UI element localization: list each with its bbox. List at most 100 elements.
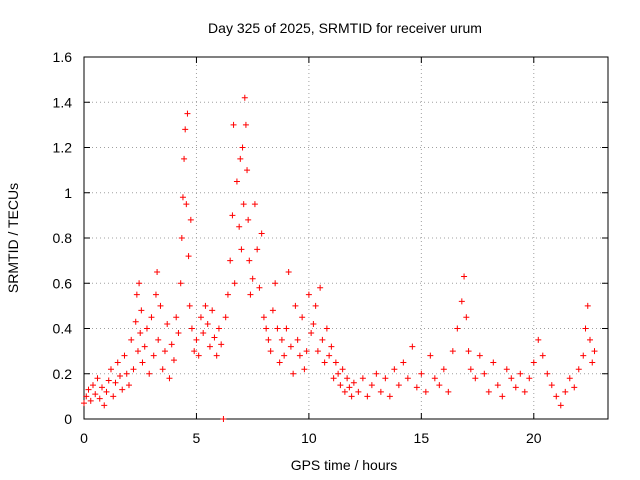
y-tick-label: 0 [64, 411, 72, 427]
data-point [240, 201, 247, 208]
data-point [323, 325, 330, 332]
data-point [211, 334, 218, 341]
axis-ticks [83, 56, 608, 420]
data-point [584, 302, 591, 309]
data-point [202, 302, 209, 309]
data-point [184, 110, 191, 117]
x-tick-label: 5 [193, 430, 201, 446]
data-point [476, 352, 483, 359]
data-point [553, 393, 560, 400]
data-point [183, 201, 190, 208]
y-axis-tick-labels: 0 0.2 0.4 0.6 0.8 1 1.2 1.4 1.6 [53, 49, 73, 427]
data-point [427, 352, 434, 359]
data-point [260, 314, 267, 321]
data-point [166, 375, 173, 382]
data-point [89, 382, 96, 389]
data-point [105, 377, 112, 384]
data-point [454, 325, 461, 332]
y-tick-label: 0.6 [53, 275, 73, 291]
data-point [229, 212, 236, 219]
data-point [213, 352, 220, 359]
data-point [521, 388, 528, 395]
data-point [269, 307, 276, 314]
data-point [200, 330, 207, 337]
data-point [557, 402, 564, 409]
data-point [296, 352, 303, 359]
data-point [292, 302, 299, 309]
data-point [125, 382, 132, 389]
data-point [182, 126, 189, 133]
data-point [312, 302, 319, 309]
data-point [193, 336, 200, 343]
data-point [308, 330, 315, 337]
data-point [154, 268, 161, 275]
data-point [186, 302, 193, 309]
data-point [341, 388, 348, 395]
data-point [368, 382, 375, 389]
data-point [530, 359, 537, 366]
y-tick-label: 1.2 [53, 140, 73, 156]
data-point [539, 352, 546, 359]
data-point [503, 366, 510, 373]
x-tick-label: 10 [301, 430, 317, 446]
data-point [137, 330, 144, 337]
data-point [344, 375, 351, 382]
data-point [305, 291, 312, 298]
data-point [391, 366, 398, 373]
data-point [85, 386, 92, 393]
data-point [150, 352, 157, 359]
data-point [332, 359, 339, 366]
data-point [132, 318, 139, 325]
data-point [458, 298, 465, 305]
grid-lines [84, 57, 608, 419]
data-point [445, 388, 452, 395]
data-point [413, 384, 420, 391]
data-point [337, 382, 344, 389]
data-point [103, 388, 110, 395]
data-point [204, 320, 211, 327]
y-tick-label: 1 [64, 185, 72, 201]
data-point [330, 375, 337, 382]
data-point [94, 375, 101, 382]
data-point [472, 375, 479, 382]
data-point [303, 348, 310, 355]
data-point [582, 325, 589, 332]
data-point [431, 375, 438, 382]
y-tick-label: 0.4 [53, 321, 73, 337]
data-point [244, 167, 251, 174]
data-point [566, 375, 573, 382]
data-point [449, 348, 456, 355]
data-point [499, 393, 506, 400]
data-point [348, 393, 355, 400]
data-point [256, 284, 263, 291]
data-point [544, 370, 551, 377]
data-point [107, 366, 114, 373]
data-point [130, 366, 137, 373]
data-point [168, 341, 175, 348]
data-point [87, 397, 94, 404]
data-point [233, 178, 240, 185]
data-point [242, 121, 249, 128]
data-point [96, 395, 103, 402]
data-point [152, 291, 159, 298]
data-point [258, 230, 265, 237]
data-point [422, 388, 429, 395]
data-point [508, 375, 515, 382]
data-point [377, 388, 384, 395]
data-point [187, 216, 194, 223]
data-point [188, 325, 195, 332]
data-point [373, 370, 380, 377]
data-point [364, 393, 371, 400]
data-point [247, 291, 254, 298]
data-point [294, 336, 301, 343]
data-point [215, 325, 222, 332]
data-point [237, 155, 244, 162]
data-point [587, 336, 594, 343]
data-point [465, 348, 472, 355]
data-point [181, 155, 188, 162]
plot-frame [83, 56, 609, 420]
data-point [580, 352, 587, 359]
data-point [92, 391, 99, 398]
data-point [326, 352, 333, 359]
